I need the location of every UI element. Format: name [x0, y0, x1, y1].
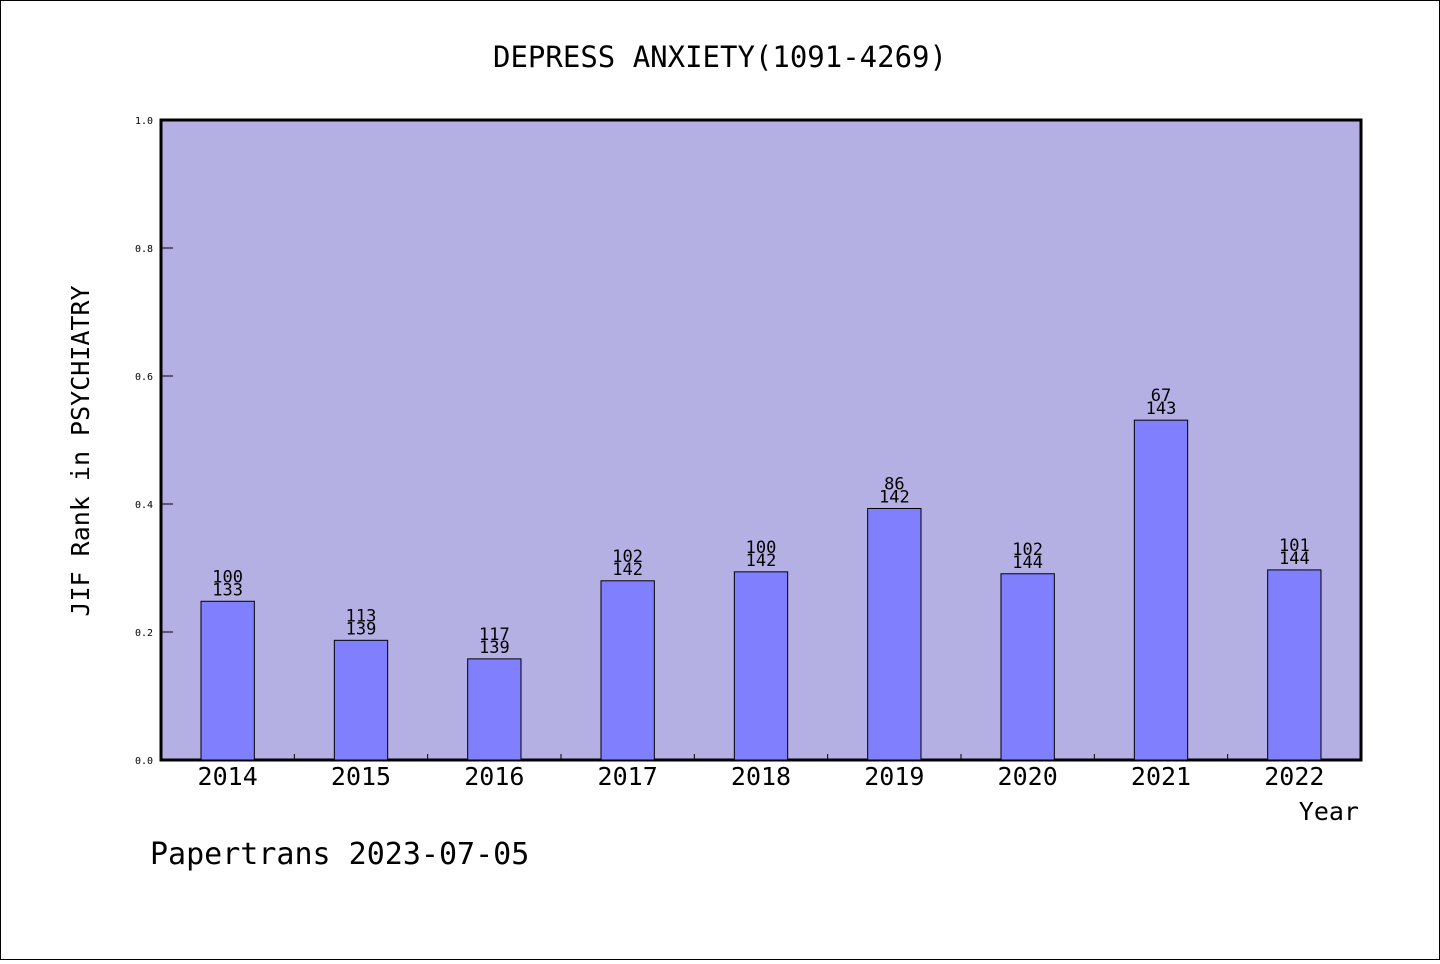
bar-rank-label: 100 — [746, 538, 777, 558]
y-tick-label: 0.2 — [135, 628, 153, 639]
x-axis-label: Year — [1299, 797, 1359, 826]
bar-total-label: 144 — [1279, 549, 1310, 569]
bar-rank-label: 67 — [1151, 386, 1171, 406]
x-tick-label: 2019 — [864, 762, 924, 791]
x-tick-label: 2021 — [1131, 762, 1191, 791]
y-tick-label: 0.4 — [135, 500, 153, 511]
bar-total-label: 144 — [1012, 553, 1043, 573]
y-tick-label: 0.6 — [135, 372, 153, 383]
bar-rank-label: 102 — [1012, 540, 1043, 560]
bar-total-label: 139 — [479, 638, 510, 658]
y-tick-label: 0.0 — [135, 756, 153, 767]
footer-text: Papertrans 2023-07-05 — [150, 837, 529, 872]
bar-total-label: 139 — [346, 619, 377, 639]
bar-total-label: 142 — [612, 560, 643, 580]
bar — [200, 600, 255, 761]
bar — [333, 639, 389, 761]
x-tick-label: 2022 — [1264, 762, 1324, 791]
x-axis: 2014 2015 2016 2017 2018 2019 2020 2021 2022 — [198, 754, 1324, 791]
y-axis: 0.0 0.2 0.4 0.6 0.8 1.0 — [135, 116, 173, 767]
bar-rank-label: 86 — [884, 474, 904, 494]
bar — [1267, 569, 1322, 761]
chart-title: DEPRESS ANXIETY(1091-4269) — [493, 40, 947, 74]
bar-rank-label: 113 — [346, 606, 377, 626]
x-tick-label: 2015 — [331, 762, 391, 791]
bar — [867, 507, 922, 761]
bar-total-label: 133 — [212, 580, 243, 600]
bar-rank-label: 101 — [1279, 536, 1310, 556]
bar-rank-label: 117 — [479, 625, 510, 645]
bar-total-label: 143 — [1146, 399, 1177, 419]
bar-total-label: 142 — [746, 551, 777, 571]
bar-rank-label: 102 — [612, 547, 643, 567]
x-tick-label: 2016 — [464, 762, 524, 791]
x-tick-label: 2018 — [731, 762, 791, 791]
x-tick-label: 2014 — [198, 762, 258, 791]
x-tick-label: 2020 — [998, 762, 1058, 791]
bar — [1000, 573, 1055, 761]
bar-total-label: 142 — [879, 487, 910, 507]
bar — [600, 580, 655, 761]
bar — [467, 658, 522, 761]
y-axis-label: JIF Rank in PSYCHIATRY — [66, 285, 95, 616]
bar — [733, 571, 789, 761]
x-tick-label: 2017 — [598, 762, 658, 791]
y-tick-label: 0.8 — [135, 244, 153, 255]
bar-rank-label: 100 — [212, 567, 243, 587]
y-tick-label: 1.0 — [135, 116, 153, 127]
bar — [1133, 419, 1189, 761]
bars — [200, 419, 1322, 761]
